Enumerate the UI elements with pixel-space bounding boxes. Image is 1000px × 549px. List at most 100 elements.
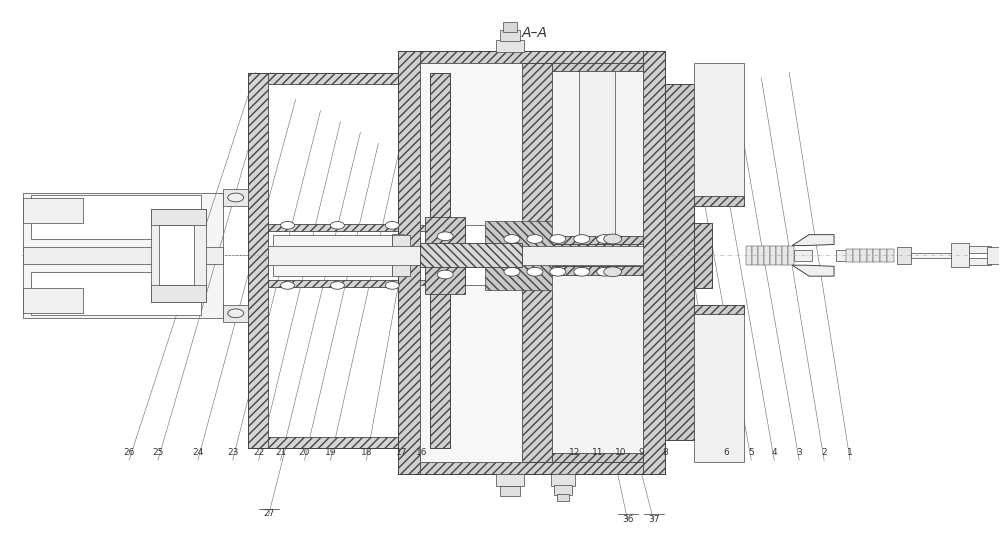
- Bar: [430, 74, 450, 448]
- Bar: [496, 40, 524, 52]
- Bar: [552, 63, 643, 244]
- Circle shape: [330, 221, 344, 229]
- Circle shape: [550, 267, 566, 276]
- Text: 12: 12: [569, 449, 580, 457]
- Bar: [398, 51, 665, 474]
- Bar: [398, 51, 420, 474]
- Text: 36: 36: [622, 515, 633, 524]
- Bar: [880, 249, 887, 262]
- Text: 16: 16: [415, 449, 427, 457]
- Bar: [951, 243, 969, 267]
- Bar: [248, 74, 465, 448]
- Bar: [860, 249, 867, 262]
- Bar: [223, 189, 248, 206]
- Text: 20: 20: [299, 449, 310, 457]
- Bar: [552, 266, 643, 462]
- Bar: [500, 30, 520, 41]
- Bar: [268, 280, 445, 287]
- Circle shape: [527, 234, 543, 243]
- Bar: [500, 486, 520, 496]
- Circle shape: [228, 193, 244, 202]
- Bar: [420, 243, 522, 267]
- Bar: [694, 305, 744, 462]
- Text: 23: 23: [227, 449, 238, 457]
- Bar: [425, 217, 465, 294]
- Text: A–A: A–A: [522, 26, 548, 40]
- Circle shape: [527, 267, 543, 276]
- Text: 37: 37: [648, 515, 659, 524]
- Bar: [694, 197, 744, 206]
- Text: 25: 25: [152, 449, 164, 457]
- Circle shape: [597, 267, 613, 276]
- Text: 1: 1: [847, 449, 853, 457]
- Circle shape: [574, 267, 590, 276]
- Bar: [853, 249, 860, 262]
- Polygon shape: [792, 265, 834, 276]
- Bar: [398, 462, 665, 474]
- Polygon shape: [792, 234, 834, 245]
- Bar: [420, 285, 522, 462]
- Bar: [969, 258, 991, 265]
- Bar: [223, 305, 248, 322]
- Circle shape: [604, 234, 622, 244]
- Bar: [551, 474, 575, 486]
- Text: 22: 22: [253, 449, 264, 457]
- Circle shape: [437, 232, 453, 240]
- Bar: [764, 245, 770, 265]
- Bar: [987, 247, 1000, 264]
- Bar: [392, 234, 404, 248]
- Bar: [159, 225, 194, 285]
- Bar: [746, 245, 752, 265]
- Circle shape: [281, 221, 295, 229]
- Bar: [151, 209, 206, 225]
- Bar: [782, 245, 788, 265]
- Bar: [23, 193, 223, 318]
- Bar: [554, 485, 572, 495]
- Bar: [496, 474, 524, 486]
- Bar: [557, 494, 569, 501]
- Bar: [23, 247, 223, 264]
- Bar: [552, 266, 643, 275]
- Bar: [398, 51, 665, 63]
- Text: 2: 2: [821, 449, 827, 457]
- Bar: [694, 63, 744, 206]
- Bar: [552, 63, 643, 71]
- Bar: [248, 74, 465, 85]
- Text: 18: 18: [361, 449, 372, 457]
- Bar: [23, 288, 83, 313]
- Bar: [31, 272, 201, 316]
- Bar: [887, 249, 894, 262]
- Bar: [420, 243, 522, 267]
- Text: 5: 5: [748, 449, 754, 457]
- Text: 27: 27: [263, 509, 274, 518]
- Text: 17: 17: [396, 449, 407, 457]
- Bar: [752, 245, 758, 265]
- Circle shape: [385, 282, 399, 289]
- Bar: [503, 22, 517, 32]
- Circle shape: [437, 270, 453, 279]
- Bar: [430, 74, 450, 448]
- Text: 26: 26: [123, 449, 135, 457]
- Circle shape: [504, 267, 520, 276]
- Bar: [588, 221, 638, 251]
- Bar: [794, 250, 812, 261]
- Bar: [23, 198, 83, 222]
- Bar: [873, 249, 880, 262]
- Bar: [694, 222, 712, 288]
- Bar: [776, 245, 782, 265]
- Bar: [522, 63, 552, 462]
- Bar: [268, 245, 643, 265]
- Bar: [836, 250, 846, 261]
- Circle shape: [228, 309, 244, 318]
- Bar: [846, 249, 853, 262]
- Circle shape: [604, 267, 622, 277]
- Bar: [665, 85, 694, 440]
- Bar: [897, 247, 911, 264]
- Bar: [248, 74, 268, 448]
- Text: 8: 8: [663, 449, 668, 457]
- Text: 6: 6: [723, 449, 729, 457]
- Circle shape: [281, 282, 295, 289]
- Bar: [151, 285, 206, 302]
- Bar: [31, 195, 201, 239]
- Circle shape: [385, 221, 399, 229]
